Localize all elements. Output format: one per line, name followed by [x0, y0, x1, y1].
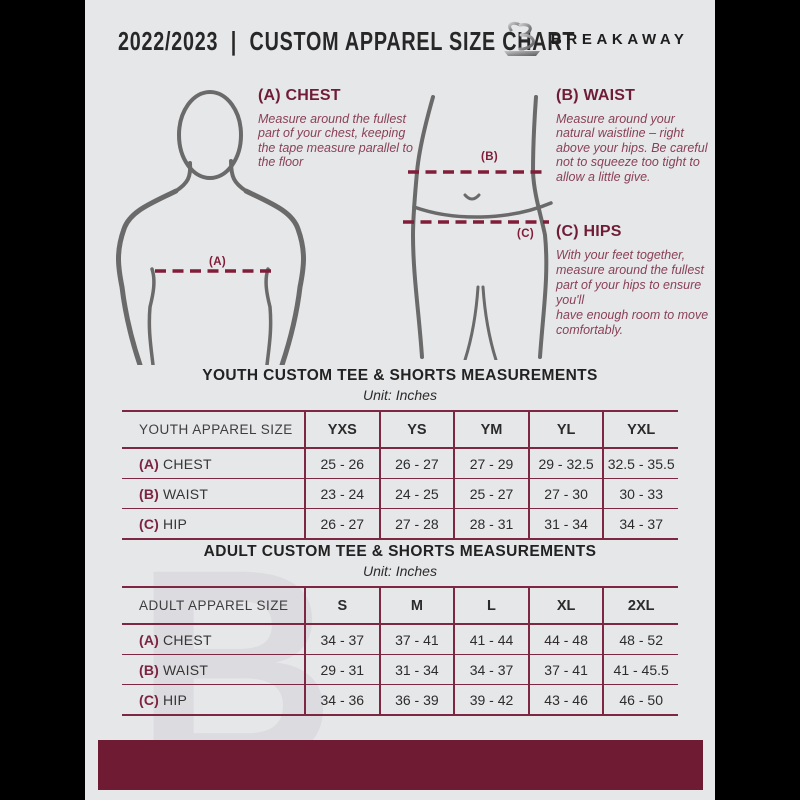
cell: 44 - 48: [527, 623, 604, 655]
column-header: YS: [378, 411, 455, 449]
page-title-text: 2022/2023 | CUSTOM APPAREL SIZE CHART: [118, 26, 576, 56]
cell: 23 - 24: [304, 478, 380, 509]
brand-block: BREAKAWAY: [499, 14, 709, 66]
adult-size-table: ADULT APPAREL SIZE S M L XL 2XL (A) CHES…: [122, 586, 678, 716]
row-label: CHEST: [162, 631, 212, 648]
lower-body-figure: [403, 95, 553, 360]
column-header: L: [453, 587, 529, 625]
cell: 31 - 34: [378, 654, 455, 685]
cell: 41 - 45.5: [602, 654, 678, 685]
table-row: (A) CHEST 34 - 37 37 - 41 41 - 44 44 - 4…: [122, 623, 678, 655]
cell: 27 - 29: [453, 447, 529, 479]
row-label-cell: (B) WAIST: [122, 478, 305, 509]
column-header: YL: [527, 411, 604, 449]
row-prefix: (C): [139, 691, 160, 708]
table-header-row: YOUTH APPAREL SIZE YXS YS YM YL YXL: [122, 411, 678, 449]
waist-guide-heading: (B) WAIST: [556, 87, 636, 104]
cell: 43 - 46: [527, 684, 604, 715]
column-header: YXS: [304, 411, 380, 449]
cell: 28 - 31: [453, 508, 529, 539]
breakaway-logo-icon: [504, 21, 540, 56]
cell: 25 - 26: [304, 447, 380, 479]
hips-guide-heading: (C) HIPS: [556, 223, 622, 240]
row-prefix: (B): [139, 661, 160, 678]
cell: 25 - 27: [453, 478, 529, 509]
column-header: YM: [453, 411, 529, 449]
row-label-cell: (A) CHEST: [122, 447, 305, 479]
cell: 31 - 34: [527, 508, 604, 539]
column-header: 2XL: [602, 587, 678, 625]
cell: 46 - 50: [602, 684, 678, 715]
waist-line-label: (B): [481, 151, 499, 163]
chest-guide-text: Measure around the fullest part of your …: [258, 112, 413, 170]
brand-name: BREAKAWAY: [551, 31, 689, 48]
row-label: HIP: [162, 515, 188, 532]
row-prefix: (C): [139, 515, 160, 532]
row-prefix: (A): [139, 455, 160, 472]
cell: 26 - 27: [304, 508, 380, 539]
column-header: YXL: [602, 411, 678, 449]
youth-size-table: YOUTH APPAREL SIZE YXS YS YM YL YXL (A) …: [122, 410, 678, 540]
cell: 34 - 36: [304, 684, 380, 715]
row-label: HIP: [162, 691, 188, 708]
hips-guide-text: With your feet together, measure around …: [556, 248, 709, 337]
cell: 37 - 41: [378, 623, 455, 655]
chest-line-label: (A): [209, 256, 227, 268]
row-label-cell: (C) HIP: [122, 684, 305, 715]
cell: 24 - 25: [378, 478, 455, 509]
column-header: S: [304, 587, 380, 625]
adult-table-title-block: ADULT CUSTOM TEE & SHORTS MEASUREMENTS U…: [85, 543, 715, 579]
row-label: CHEST: [162, 455, 212, 472]
cell: 39 - 42: [453, 684, 529, 715]
row-prefix: (A): [139, 631, 160, 648]
row-label-cell: (A) CHEST: [122, 623, 305, 655]
youth-table-title: YOUTH CUSTOM TEE & SHORTS MEASUREMENTS: [202, 367, 598, 384]
cell: 30 - 33: [602, 478, 678, 509]
cell: 37 - 41: [527, 654, 604, 685]
adult-table-unit: Unit: Inches: [363, 563, 437, 579]
table-header-row: ADULT APPAREL SIZE S M L XL 2XL: [122, 587, 678, 625]
page-title: 2022/2023 | CUSTOM APPAREL SIZE CHART: [118, 26, 715, 57]
size-chart-page: B 2022/2023 | CUSTOM APPAREL SIZE CHART: [85, 0, 715, 800]
row-label: WAIST: [162, 485, 209, 502]
table-row: (A) CHEST 25 - 26 26 - 27 27 - 29 29 - 3…: [122, 447, 678, 479]
chest-guide: (A) CHEST Measure around the fullest par…: [258, 86, 418, 170]
cell: 48 - 52: [602, 623, 678, 655]
cell: 34 - 37: [602, 508, 678, 539]
cell: 29 - 32.5: [527, 447, 604, 479]
upper-body-figure: [116, 90, 306, 365]
row-label: WAIST: [162, 661, 209, 678]
column-header: XL: [527, 587, 604, 625]
hips-line-label: (C): [517, 228, 535, 240]
youth-table-title-block: YOUTH CUSTOM TEE & SHORTS MEASUREMENTS U…: [85, 367, 715, 403]
table-row: (B) WAIST 29 - 31 31 - 34 34 - 37 37 - 4…: [122, 654, 678, 685]
cell: 32.5 - 35.5: [602, 447, 678, 479]
chest-guide-heading: (A) CHEST: [258, 87, 341, 104]
table-row: (C) HIP 34 - 36 36 - 39 39 - 42 43 - 46 …: [122, 684, 678, 715]
adult-size-label: ADULT APPAREL SIZE: [122, 587, 305, 625]
cell: 41 - 44: [453, 623, 529, 655]
cell: 36 - 39: [378, 684, 455, 715]
youth-table-unit: Unit: Inches: [363, 387, 437, 403]
waist-guide: (B) WAIST Measure around your natural wa…: [556, 86, 712, 184]
cell: 27 - 30: [527, 478, 604, 509]
hips-guide: (C) HIPS With your feet together, measur…: [556, 222, 715, 338]
cell: 34 - 37: [453, 654, 529, 685]
row-prefix: (B): [139, 485, 160, 502]
row-label-cell: (C) HIP: [122, 508, 305, 539]
column-header: M: [378, 587, 455, 625]
youth-size-label: YOUTH APPAREL SIZE: [122, 411, 305, 449]
cell: 29 - 31: [304, 654, 380, 685]
cell: 34 - 37: [304, 623, 380, 655]
table-row: (C) HIP 26 - 27 27 - 28 28 - 31 31 - 34 …: [122, 508, 678, 539]
table-row: (B) WAIST 23 - 24 24 - 25 25 - 27 27 - 3…: [122, 478, 678, 509]
waist-guide-text: Measure around your natural waistline – …: [556, 112, 708, 184]
cell: 26 - 27: [378, 447, 455, 479]
adult-table-title: ADULT CUSTOM TEE & SHORTS MEASUREMENTS: [203, 543, 597, 560]
cell: 27 - 28: [378, 508, 455, 539]
footer-accent-bar: [98, 740, 703, 790]
row-label-cell: (B) WAIST: [122, 654, 305, 685]
